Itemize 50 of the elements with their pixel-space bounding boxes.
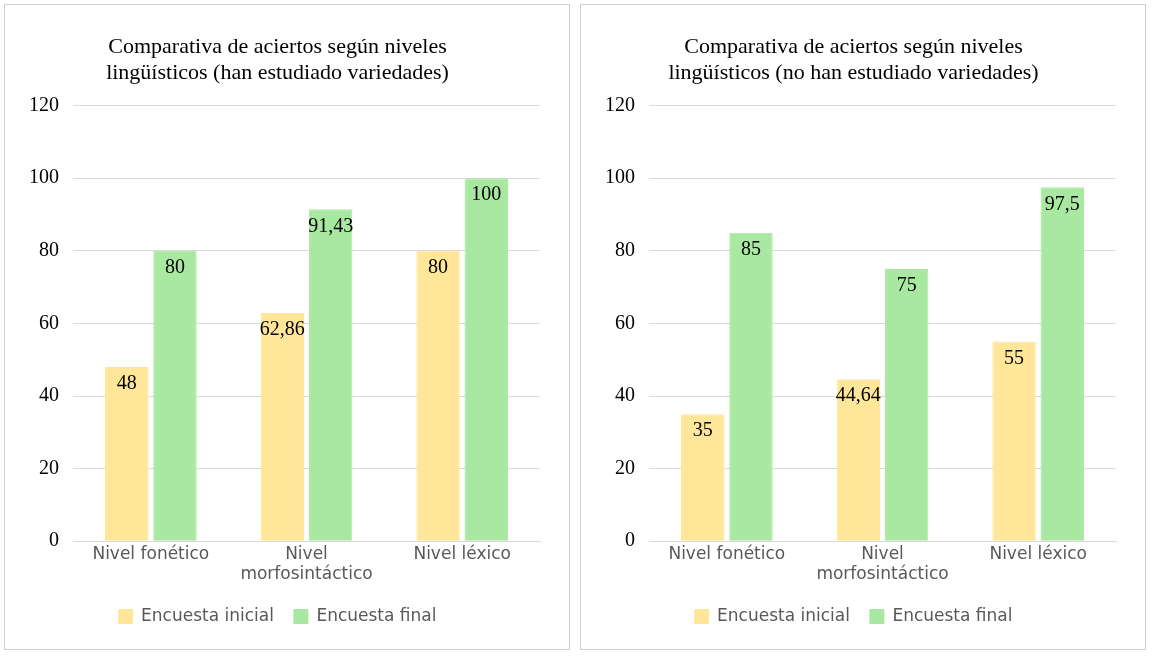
bar: [416, 250, 460, 541]
y-tick-label: 120: [29, 92, 59, 115]
x-tick-label: Nivel fonético: [668, 542, 786, 563]
y-tick-label: 40: [39, 383, 59, 406]
y-tick-label: 100: [605, 165, 635, 188]
bar: [884, 268, 929, 541]
y-tick-label: 20: [615, 455, 635, 478]
data-label: 62,86: [259, 317, 305, 340]
bar: [1040, 187, 1085, 541]
x-tick-label: Nivel morfosintáctico: [816, 542, 949, 584]
data-label: 91,43: [308, 213, 354, 236]
data-label: 97,5: [1044, 191, 1080, 214]
data-label: 80: [428, 255, 449, 278]
legend-label: Encuesta inicial: [717, 604, 850, 625]
y-tick-label: 80: [615, 238, 635, 261]
y-tick-label: 40: [615, 383, 635, 406]
x-tick-label: Nivel léxico: [413, 542, 511, 563]
chart-title: Comparativa de aciertos según niveles lingüísticos (no han estudiado variedades): [668, 33, 1039, 84]
bar: [464, 178, 509, 541]
bar: [836, 379, 881, 541]
data-label: 100: [471, 182, 502, 205]
bar: [308, 209, 353, 541]
x-tick-label: Nivel morfosintáctico: [240, 542, 373, 584]
bar: [153, 250, 197, 541]
y-tick-label: 0: [625, 528, 635, 551]
y-tick-label: 120: [605, 92, 635, 115]
y-tick-label: 60: [615, 310, 635, 333]
bar: [104, 366, 149, 541]
y-tick-label: 60: [39, 310, 59, 333]
legend-label: Encuesta inicial: [141, 604, 274, 625]
data-label: 75: [896, 273, 917, 296]
x-tick-label: Nivel fonético: [92, 542, 210, 563]
data-label: 35: [692, 418, 713, 441]
chart-title: Comparativa de aciertos según niveles lingüísticos (han estudiado variedades): [106, 33, 449, 84]
x-tick-label: Nivel léxico: [989, 542, 1087, 563]
legend-label: Encuesta final: [892, 604, 1013, 625]
bar: [729, 232, 773, 541]
data-label: 85: [740, 236, 761, 259]
y-tick-label: 80: [39, 238, 59, 261]
legend-label: Encuesta final: [316, 604, 437, 625]
bar: [992, 341, 1036, 541]
y-tick-label: 20: [39, 455, 59, 478]
data-label: 80: [164, 255, 185, 278]
data-label: 44,64: [835, 383, 881, 406]
data-label: 55: [1004, 345, 1025, 368]
bar: [680, 414, 725, 541]
y-tick-label: 0: [49, 528, 59, 551]
y-tick-label: 100: [29, 165, 59, 188]
data-label: 48: [116, 371, 137, 394]
bar: [260, 313, 305, 541]
